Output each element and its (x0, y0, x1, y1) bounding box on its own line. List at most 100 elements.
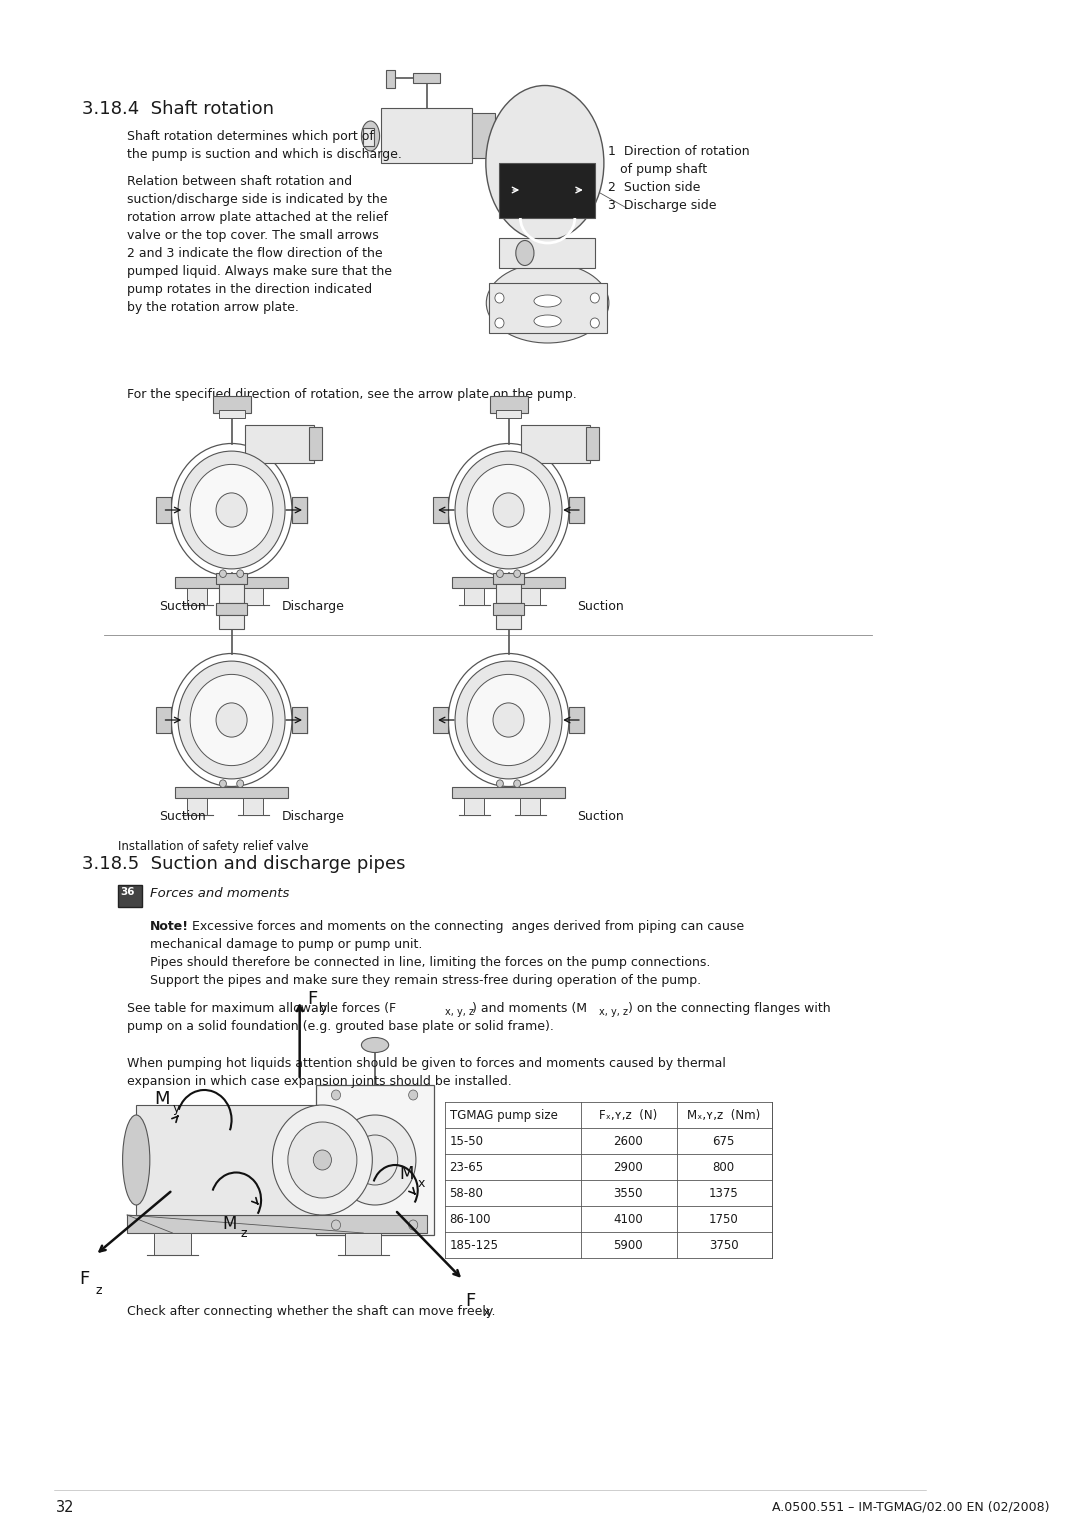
Text: 3.18.5  Suction and discharge pipes: 3.18.5 Suction and discharge pipes (82, 855, 405, 873)
Bar (472, 113, 495, 157)
Text: z: z (241, 1228, 247, 1240)
Bar (414, 73, 441, 82)
Bar (219, 585, 244, 603)
Bar (156, 707, 171, 733)
Bar (218, 411, 244, 418)
Text: Discharge: Discharge (282, 809, 345, 823)
Text: z: z (95, 1284, 102, 1296)
Text: Forces and moments: Forces and moments (150, 887, 289, 899)
Text: A.0500.551 – IM-TGMAG/02.00 EN (02/2008): A.0500.551 – IM-TGMAG/02.00 EN (02/2008) (772, 1500, 1050, 1513)
Circle shape (497, 780, 503, 788)
Bar (309, 428, 322, 460)
Bar (569, 707, 584, 733)
Text: y: y (173, 1102, 180, 1115)
Bar (463, 799, 485, 815)
Text: x: x (483, 1306, 490, 1319)
Bar (497, 614, 521, 629)
Text: 86-100: 86-100 (449, 1212, 491, 1226)
Text: Note!: Note! (150, 919, 189, 933)
Text: of pump shaft: of pump shaft (608, 163, 707, 176)
Circle shape (455, 450, 562, 570)
Ellipse shape (486, 86, 604, 240)
Text: Fₓ,ʏ,z  (N): Fₓ,ʏ,z (N) (599, 1109, 658, 1122)
Bar (244, 425, 313, 463)
Text: 185-125: 185-125 (449, 1238, 499, 1252)
Bar (497, 585, 521, 603)
Bar (363, 128, 374, 147)
Bar (522, 425, 591, 463)
Text: 5900: 5900 (613, 1238, 644, 1252)
Circle shape (237, 780, 244, 788)
Bar (292, 707, 308, 733)
Text: TGMAG pump size: TGMAG pump size (449, 1109, 557, 1122)
Circle shape (272, 1106, 373, 1215)
Text: 1375: 1375 (708, 1186, 739, 1200)
Circle shape (408, 1220, 418, 1231)
Text: 58-80: 58-80 (449, 1186, 484, 1200)
Bar (534, 246, 589, 264)
Text: 32: 32 (56, 1500, 75, 1515)
Text: 4100: 4100 (613, 1212, 644, 1226)
Text: M: M (154, 1090, 170, 1109)
Circle shape (313, 1150, 332, 1170)
Circle shape (332, 1220, 340, 1231)
Bar (243, 799, 264, 815)
Bar (489, 395, 527, 414)
Bar (453, 786, 565, 799)
Bar (156, 496, 171, 524)
Circle shape (334, 1115, 416, 1205)
Text: Mₓ,ʏ,z  (Nm): Mₓ,ʏ,z (Nm) (687, 1109, 760, 1122)
Text: x: x (418, 1177, 426, 1190)
Circle shape (178, 450, 285, 570)
Text: Installation of safety relief valve: Installation of safety relief valve (118, 840, 309, 854)
Text: rotation arrow plate attached at the relief: rotation arrow plate attached at the rel… (127, 211, 388, 224)
Text: 800: 800 (713, 1161, 734, 1174)
Circle shape (216, 702, 247, 738)
Bar (381, 108, 472, 163)
Text: expansion in which case expansion joints should be installed.: expansion in which case expansion joints… (127, 1075, 512, 1089)
Text: See table for maximum allowable forces (F: See table for maximum allowable forces (… (127, 1002, 396, 1015)
Text: 2900: 2900 (613, 1161, 644, 1174)
Text: 3750: 3750 (708, 1238, 739, 1252)
Bar (187, 799, 207, 815)
Circle shape (492, 702, 524, 738)
Bar (586, 428, 599, 460)
Text: Suction: Suction (577, 809, 623, 823)
Text: Support the pipes and make sure they remain stress-free during operation of the : Support the pipes and make sure they rem… (150, 974, 701, 986)
Text: Excessive forces and moments on the connecting  anges derived from piping can ca: Excessive forces and moments on the conn… (188, 919, 744, 933)
Bar (492, 603, 524, 614)
Text: Relation between shaft rotation and: Relation between shaft rotation and (127, 176, 352, 188)
Text: F: F (465, 1292, 475, 1310)
Bar (519, 799, 540, 815)
Circle shape (591, 318, 599, 328)
Circle shape (288, 1122, 356, 1199)
Bar (463, 588, 485, 605)
Bar (453, 577, 565, 588)
Text: y: y (320, 1002, 327, 1015)
Circle shape (178, 661, 285, 779)
Text: x, y, z: x, y, z (599, 1006, 629, 1017)
Text: pump rotates in the direction indicated: pump rotates in the direction indicated (127, 282, 373, 296)
Text: Check after connecting whether the shaft can move freely.: Check after connecting whether the shaft… (127, 1306, 496, 1318)
Bar (154, 1232, 191, 1255)
Ellipse shape (486, 263, 609, 344)
Circle shape (497, 570, 503, 577)
Text: x, y, z: x, y, z (445, 1006, 474, 1017)
Circle shape (408, 1090, 418, 1099)
Circle shape (492, 493, 524, 527)
Text: F: F (307, 989, 318, 1008)
Circle shape (495, 293, 504, 302)
Bar (118, 886, 141, 907)
Bar (569, 496, 584, 524)
Bar (187, 588, 207, 605)
Ellipse shape (534, 315, 562, 327)
Bar (175, 577, 287, 588)
Text: suction/discharge side is indicated by the: suction/discharge side is indicated by t… (127, 192, 388, 206)
Circle shape (468, 675, 550, 765)
Text: ) on the connecting flanges with: ) on the connecting flanges with (629, 1002, 831, 1015)
Text: 2: 2 (575, 166, 582, 176)
Bar (175, 786, 287, 799)
Circle shape (352, 1135, 397, 1185)
Circle shape (332, 1090, 340, 1099)
Circle shape (514, 570, 521, 577)
